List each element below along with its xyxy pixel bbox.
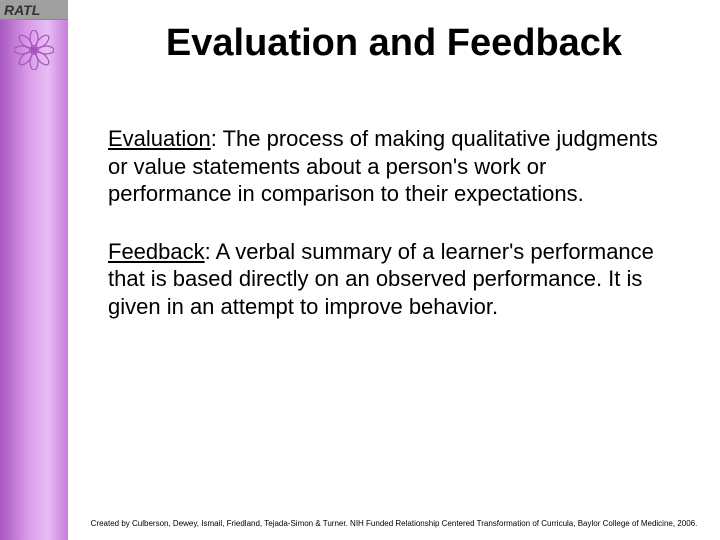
sidebar: RATL [0, 0, 68, 540]
term-feedback: Feedback [108, 239, 205, 264]
sidebar-header-band: RATL [0, 0, 68, 20]
slide-title: Evaluation and Feedback [68, 22, 720, 65]
paragraph-evaluation: Evaluation: The process of making qualit… [68, 125, 720, 208]
footer-citation: Created by Culberson, Dewey, Ismail, Fri… [68, 519, 720, 528]
flower-icon [14, 30, 54, 75]
sidebar-label: RATL [0, 0, 68, 20]
term-evaluation: Evaluation [108, 126, 211, 151]
paragraph-feedback: Feedback: A verbal summary of a learner'… [68, 238, 720, 321]
slide-content: Evaluation and Feedback Evaluation: The … [68, 0, 720, 540]
